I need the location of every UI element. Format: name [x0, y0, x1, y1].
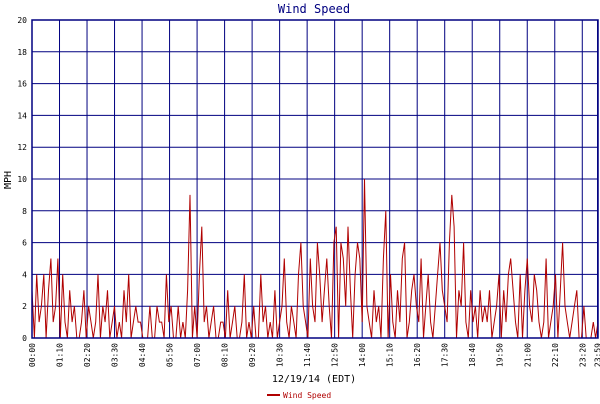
y-tick-label: 2 [22, 302, 27, 311]
x-tick-label: 18:40 [468, 343, 477, 367]
x-axis-label: 12/19/14 (EDT) [272, 374, 356, 385]
chart-title: Wind Speed [278, 2, 350, 16]
x-tick-label: 05:50 [166, 343, 175, 367]
y-tick-label: 18 [17, 48, 27, 57]
y-tick-label: 10 [17, 175, 27, 184]
x-tick-label: 07:00 [193, 343, 202, 367]
series-layer [31, 178, 599, 339]
x-tick-label: 23:59 [594, 343, 600, 367]
x-tick-label: 14:00 [358, 343, 367, 367]
plot-frame [31, 19, 599, 339]
x-tick-label: 16:20 [413, 343, 422, 367]
y-tick-labels: 0 2 4 6 8 10 12 14 16 18 20 [17, 16, 27, 343]
legend: Wind Speed [267, 391, 331, 400]
y-axis-label: MPH [3, 171, 14, 189]
x-tick-label: 11:40 [303, 343, 312, 367]
x-tick-label: 22:10 [551, 343, 560, 367]
x-tick-label: 04:40 [138, 343, 147, 367]
x-tick-label: 01:10 [56, 343, 65, 367]
y-tick-label: 8 [22, 207, 27, 216]
y-tick-label: 0 [22, 334, 27, 343]
x-tick-labels: 00:00 01:10 02:20 03:30 04:40 05:50 07:00 08:10… [28, 343, 600, 367]
series-line-wind-speed [31, 178, 599, 339]
legend-label: Wind Speed [283, 391, 331, 400]
x-tick-label: 17:30 [441, 343, 450, 367]
x-tick-label: 23:20 [578, 343, 587, 367]
x-tick-label: 02:20 [83, 343, 92, 367]
x-tick-label: 12:50 [331, 343, 340, 367]
y-tick-label: 16 [17, 80, 27, 89]
y-tick-label: 6 [22, 239, 27, 248]
x-tick-label: 03:30 [111, 343, 120, 367]
x-tick-label: 09:20 [248, 343, 257, 367]
x-tick-label: 21:00 [523, 343, 532, 367]
x-tick-label: 10:30 [276, 343, 285, 367]
y-tick-label: 4 [22, 270, 27, 279]
y-tick-label: 20 [17, 16, 27, 25]
x-tick-label: 15:10 [386, 343, 395, 367]
y-tick-label: 14 [17, 111, 27, 120]
x-tick-label: 19:50 [496, 343, 505, 367]
x-tick-label: 08:10 [221, 343, 230, 367]
y-tick-label: 12 [17, 143, 27, 152]
x-tick-label: 00:00 [28, 343, 37, 367]
